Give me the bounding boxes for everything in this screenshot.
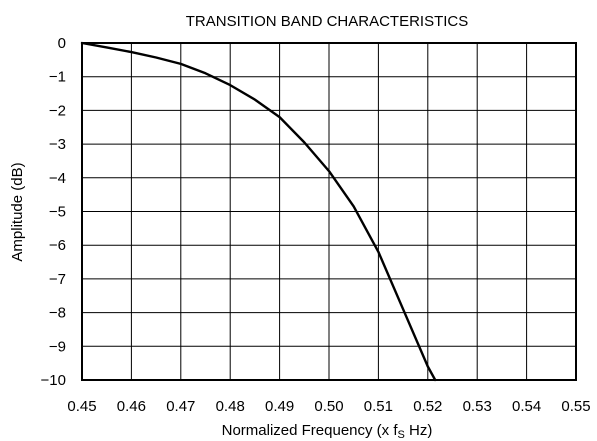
x-tick-labels: 0.45 0.46 0.47 0.48 0.49 0.50 0.51 0.52 0.53 0.54… <box>67 398 590 415</box>
x-tick-label: 0.52 <box>413 398 442 415</box>
x-tick-label: 0.50 <box>314 398 343 415</box>
x-tick-label: 0.55 <box>561 398 590 415</box>
amplitude-curve <box>80 41 437 382</box>
x-axis-label-subscript: S <box>398 429 405 441</box>
grid <box>82 43 576 380</box>
y-tick-label: −7 <box>49 271 66 288</box>
y-tick-label: −5 <box>49 204 66 221</box>
x-axis-label-tail: Hz) <box>405 422 433 439</box>
y-tick-label: −10 <box>41 372 66 389</box>
y-tick-label: −1 <box>49 69 66 86</box>
x-axis-label-main: Normalized Frequency (x f <box>222 422 399 439</box>
y-tick-label: −3 <box>49 136 66 153</box>
y-tick-label: −4 <box>49 170 66 187</box>
x-tick-label: 0.54 <box>512 398 541 415</box>
y-tick-label: −8 <box>49 305 66 322</box>
y-axis-label: Amplitude (dB) <box>9 162 26 261</box>
x-tick-label: 0.45 <box>67 398 96 415</box>
chart-title: TRANSITION BAND CHARACTERISTICS <box>186 13 469 30</box>
y-tick-label: −6 <box>49 237 66 254</box>
y-tick-labels: 0 −1 −2 −3 −4 −5 −6 −7 −8 −9 −10 <box>41 35 66 389</box>
x-tick-label: 0.53 <box>463 398 492 415</box>
x-tick-label: 0.46 <box>117 398 146 415</box>
plot-frame <box>81 42 577 381</box>
x-tick-label: 0.51 <box>364 398 393 415</box>
x-tick-label: 0.48 <box>216 398 245 415</box>
y-tick-label: −9 <box>49 338 66 355</box>
x-tick-label: 0.47 <box>166 398 195 415</box>
y-tick-label: 0 <box>58 35 66 52</box>
x-axis-label: Normalized Frequency (x fS Hz) <box>222 422 433 441</box>
y-tick-label: −2 <box>49 102 66 119</box>
x-tick-label: 0.49 <box>265 398 294 415</box>
